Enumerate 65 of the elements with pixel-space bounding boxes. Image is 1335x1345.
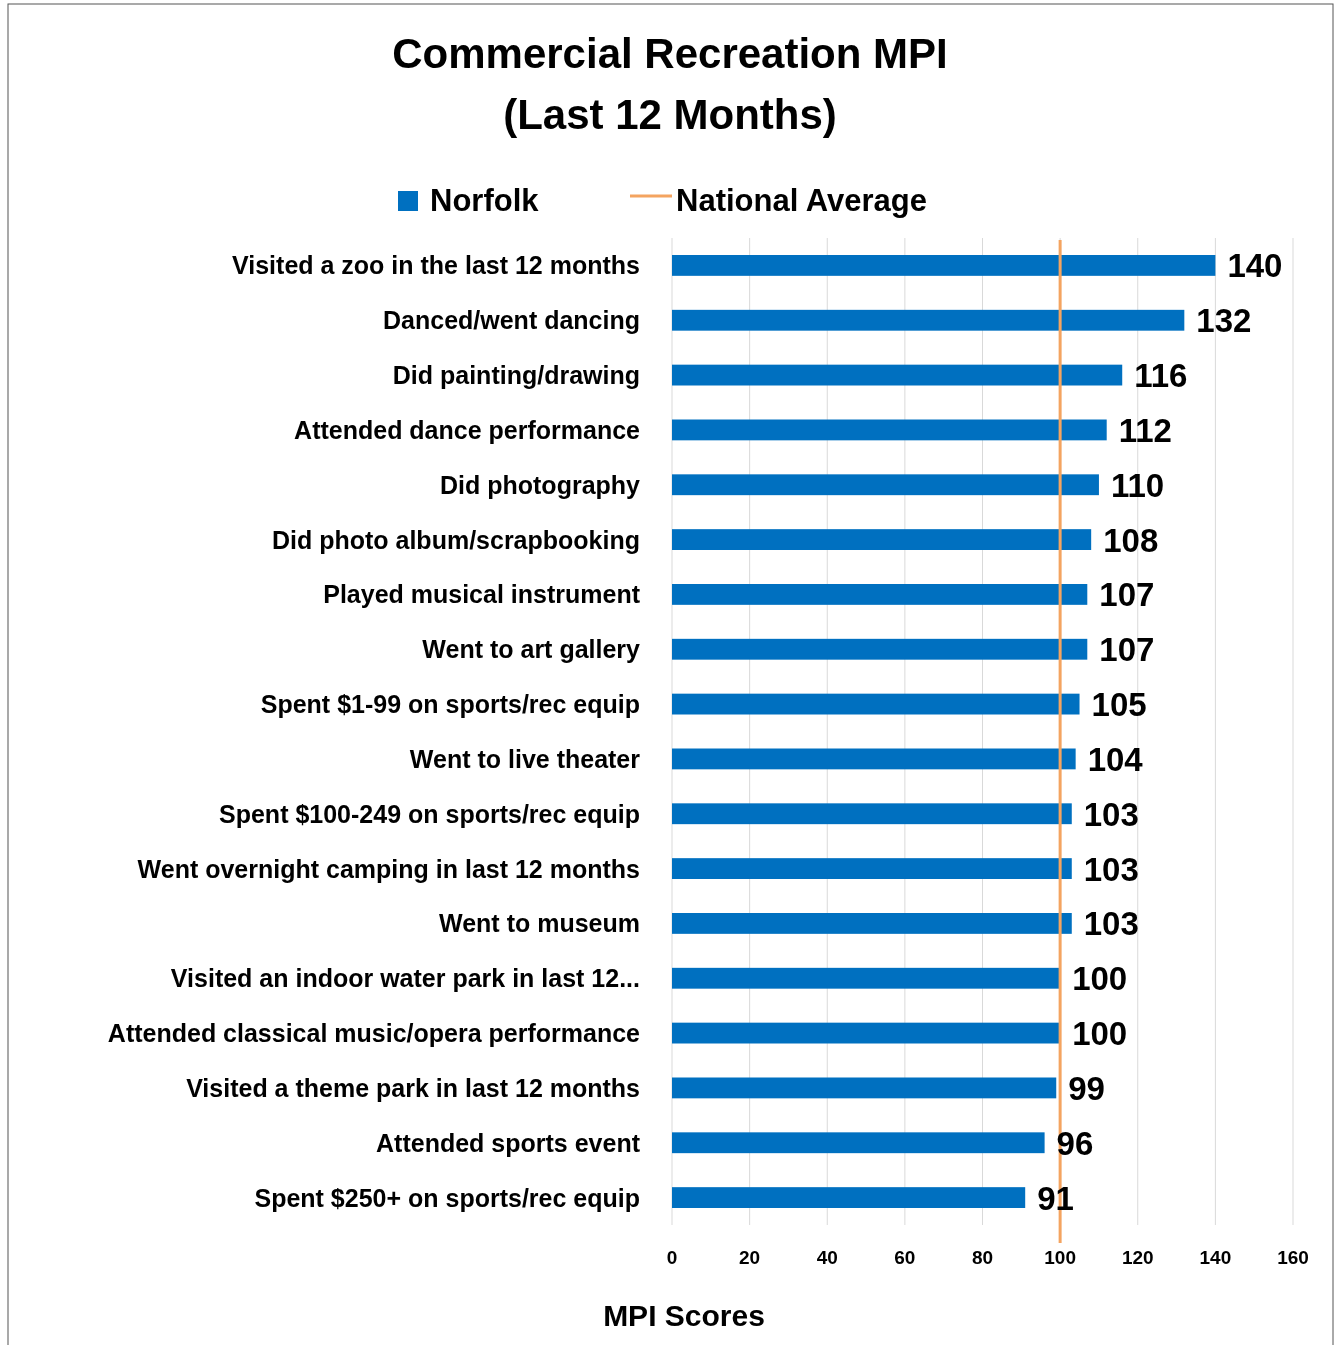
y-tick-label: Played musical instrument [323, 580, 641, 609]
bar [672, 364, 1123, 386]
x-tick-label: 80 [971, 1247, 994, 1268]
y-tick-label: Went overnight camping in last 12 months [137, 854, 640, 883]
bar [672, 1132, 1045, 1154]
data-label: 110 [1110, 466, 1165, 504]
bar [672, 1077, 1057, 1099]
x-tick-label: 60 [894, 1247, 916, 1268]
data-label: 103 [1083, 905, 1139, 943]
x-tick-label: 120 [1121, 1247, 1154, 1268]
legend-label: Norfolk [430, 183, 540, 218]
bar [672, 803, 1072, 825]
data-label: 100 [1072, 960, 1128, 998]
data-label: 103 [1083, 850, 1139, 888]
x-tick-label: 140 [1199, 1247, 1232, 1268]
bar [672, 858, 1072, 879]
y-tick-label: Visited a theme park in last 12 months [186, 1073, 640, 1102]
data-label: 107 [1099, 576, 1155, 614]
bar [672, 529, 1092, 550]
y-tick-label: Went to museum [439, 909, 640, 938]
bar [672, 584, 1088, 605]
bar [672, 419, 1107, 441]
y-tick-label: Did painting/drawing [392, 361, 640, 390]
legend-label: National Average [676, 183, 927, 218]
data-label: 116 [1134, 357, 1188, 395]
x-tick-label: 20 [739, 1247, 761, 1268]
data-label: 103 [1083, 795, 1139, 833]
y-tick-label: Spent $250+ on sports/rec equip [254, 1183, 640, 1212]
data-label: 132 [1196, 302, 1252, 340]
data-label: 112 [1118, 411, 1172, 449]
y-tick-label: Went to live theater [409, 744, 641, 773]
y-tick-label: Attended classical music/opera performance [107, 1019, 641, 1048]
bar [672, 693, 1080, 715]
y-tick-label: Visited an indoor water park in last 12... [170, 964, 640, 993]
data-label: 99 [1068, 1069, 1105, 1107]
bar [672, 474, 1099, 496]
bar [672, 255, 1216, 276]
y-tick-label: Spent $1-99 on sports/rec equip [260, 690, 640, 719]
y-tick-label: Went to art gallery [422, 635, 641, 664]
data-label: 107 [1099, 631, 1155, 669]
data-label: 140 [1227, 247, 1283, 285]
y-tick-label: Spent $100-249 on sports/rec equip [219, 799, 640, 828]
y-tick-label: Visited a zoo in the last 12 months [232, 251, 640, 280]
x-tick-label: 160 [1277, 1247, 1309, 1268]
bar [672, 638, 1088, 660]
data-label: 108 [1103, 521, 1159, 559]
y-tick-label: Attended dance performance [294, 415, 641, 444]
y-tick-label: Attended sports event [376, 1128, 641, 1157]
x-tick-label: 40 [816, 1247, 838, 1268]
x-tick-label: 0 [666, 1247, 678, 1268]
data-label: 100 [1072, 1015, 1128, 1053]
x-tick-label: 100 [1044, 1247, 1076, 1268]
y-tick-label: Danced/went dancing [383, 306, 640, 335]
data-label: 105 [1091, 686, 1147, 724]
bar [672, 309, 1185, 331]
x-axis-title: MPI Scores [603, 1299, 765, 1332]
chart-title: Commercial Recreation MPI (Last 12 Months) [392, 30, 948, 138]
bar [672, 1187, 1026, 1209]
bar [672, 913, 1072, 934]
y-tick-label: Did photography [440, 470, 641, 499]
y-tick-label: Did photo album/scrapbooking [271, 525, 640, 554]
bar [672, 748, 1076, 770]
data-label: 104 [1087, 740, 1144, 778]
bar [672, 967, 1061, 989]
bar [672, 1022, 1061, 1044]
